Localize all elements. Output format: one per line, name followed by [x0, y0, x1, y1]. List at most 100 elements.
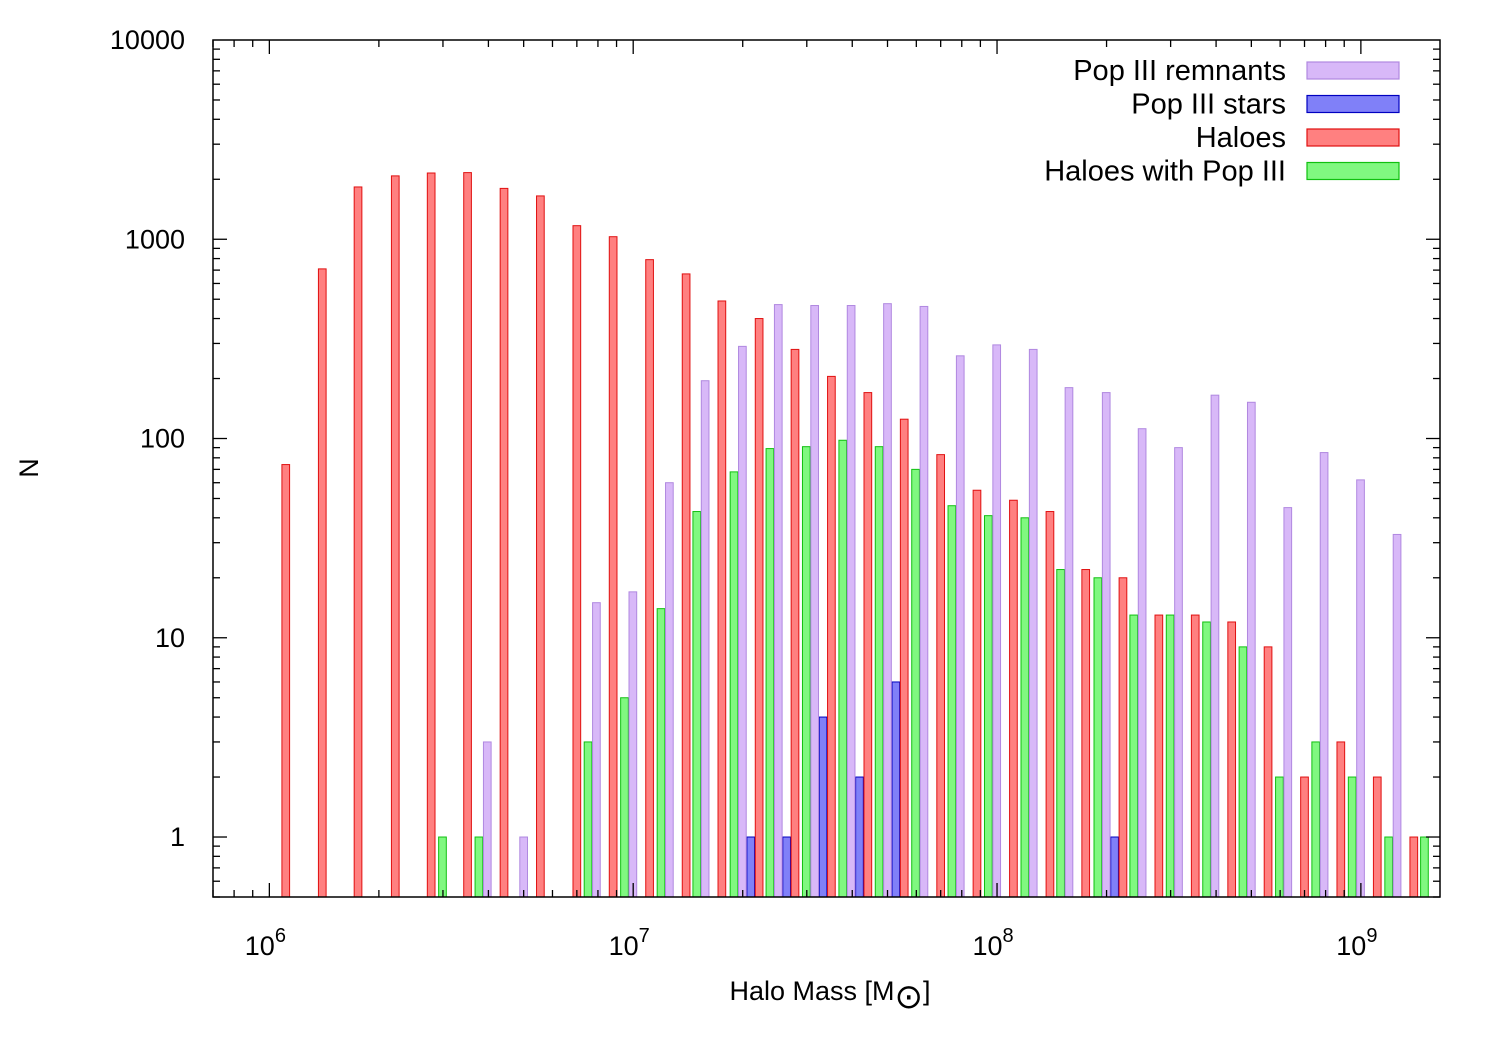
- bar-haloes: [754, 318, 764, 898]
- bar-pop-iii-remnants: [992, 344, 1002, 898]
- bar-pop-iii-stars: [1110, 836, 1119, 898]
- bar-haloes: [936, 454, 946, 898]
- bar-pop-iii-stars: [818, 716, 828, 898]
- legend-label-pop-iii-stars: Pop III stars: [1131, 89, 1286, 121]
- bar-haloes: [390, 175, 400, 898]
- bars-layer: [281, 172, 1429, 898]
- bar-haloes-with-pop-iii: [1202, 621, 1211, 898]
- bar-haloes-with-pop-iii: [1384, 836, 1394, 898]
- bar-pop-iii-remnants: [1319, 452, 1329, 898]
- bar-pop-iii-remnants: [665, 482, 674, 898]
- bar-haloes-with-pop-iii: [838, 439, 848, 898]
- bar-pop-iii-remnants: [1210, 394, 1220, 898]
- bar-pop-iii-stars: [855, 776, 864, 898]
- solar-symbol: ⊙: [895, 978, 924, 1016]
- y-tick-label: 1: [170, 822, 185, 852]
- bar-haloes-with-pop-iii: [801, 446, 811, 898]
- bar-haloes-with-pop-iii: [1129, 614, 1139, 898]
- bar-haloes: [1336, 741, 1346, 898]
- bar-pop-iii-remnants: [1392, 533, 1402, 898]
- legend-swatch-haloes-with-pop-iii: [1306, 161, 1400, 181]
- y-axis-title: N: [14, 458, 44, 478]
- bar-haloes-with-pop-iii: [765, 448, 775, 898]
- bar-pop-iii-remnants: [846, 305, 856, 898]
- x-tick-label: 106: [245, 925, 286, 961]
- legend-swatch-pop-iii-stars: [1306, 94, 1400, 114]
- bar-haloes: [426, 172, 436, 898]
- bar-haloes: [1263, 646, 1273, 898]
- bar-pop-iii-remnants: [1283, 507, 1293, 898]
- x-axis-title: Halo Mass [M⊙]: [729, 976, 930, 1016]
- bar-pop-iii-remnants: [1246, 401, 1256, 898]
- bar-haloes: [281, 464, 291, 898]
- bar-haloes: [1045, 511, 1055, 898]
- x-tick-label: 109: [1336, 925, 1377, 961]
- bar-haloes-with-pop-iii: [983, 515, 993, 898]
- bar-haloes-with-pop-iii: [1165, 614, 1175, 898]
- bar-haloes: [536, 195, 545, 898]
- bar-pop-iii-remnants: [519, 836, 528, 898]
- bar-haloes: [1081, 569, 1091, 898]
- bar-haloes-with-pop-iii: [438, 836, 447, 898]
- bar-haloes: [1409, 836, 1419, 898]
- bar-haloes: [1009, 499, 1018, 898]
- bar-pop-iii-remnants: [1137, 428, 1147, 898]
- bar-haloes-with-pop-iii: [1420, 836, 1429, 898]
- bar-pop-iii-remnants: [955, 355, 965, 898]
- bar-haloes: [1300, 776, 1309, 898]
- bar-haloes-with-pop-iii: [620, 697, 629, 898]
- bar-haloes: [1118, 577, 1128, 898]
- y-tick-label: 1000: [125, 224, 185, 254]
- bar-pop-iii-remnants: [1064, 387, 1074, 898]
- bar-haloes-with-pop-iii: [656, 608, 666, 898]
- bar-pop-iii-stars: [746, 836, 756, 898]
- bar-pop-iii-stars: [782, 836, 791, 898]
- legend-label-haloes-with-pop-iii: Haloes with Pop III: [1044, 156, 1286, 188]
- legend-label-pop-iii-remnants: Pop III remnants: [1073, 55, 1286, 87]
- bar-pop-iii-stars: [891, 681, 901, 898]
- x-tick-label: 107: [609, 925, 650, 961]
- bar-haloes-with-pop-iii: [947, 505, 957, 898]
- x-tick-label: 108: [972, 925, 1013, 961]
- bar-pop-iii-remnants: [1356, 479, 1365, 898]
- bar-haloes: [1190, 614, 1200, 898]
- bar-haloes: [1227, 621, 1237, 898]
- plot-frame: [212, 39, 1441, 898]
- legend-swatch-haloes: [1306, 128, 1400, 147]
- bar-pop-iii-remnants: [1028, 348, 1038, 898]
- y-tick-label: 10000: [110, 25, 185, 55]
- bar-pop-iii-remnants: [883, 303, 892, 898]
- bar-pop-iii-remnants: [1101, 392, 1111, 898]
- bar-haloes-with-pop-iii: [911, 468, 920, 898]
- bar-haloes: [1372, 776, 1382, 898]
- bar-pop-iii-remnants: [773, 304, 783, 898]
- axes-layer: 1 10 100 1000 10000 106 107 108 109: [110, 25, 1441, 961]
- bar-haloes: [717, 300, 727, 898]
- bar-haloes: [681, 273, 691, 898]
- bar-haloes-with-pop-iii: [1238, 646, 1248, 898]
- bar-haloes: [572, 225, 582, 898]
- bar-haloes-with-pop-iii: [1020, 517, 1030, 898]
- bar-haloes-with-pop-iii: [583, 741, 593, 898]
- bar-haloes: [317, 268, 327, 898]
- bar-haloes-with-pop-iii: [474, 836, 484, 898]
- bar-haloes-with-pop-iii: [1093, 577, 1103, 898]
- bar-pop-iii-remnants: [482, 741, 492, 898]
- bar-haloes: [463, 172, 472, 898]
- bar-haloes: [608, 236, 618, 898]
- bar-haloes: [1154, 614, 1164, 898]
- bar-haloes-with-pop-iii: [1311, 741, 1321, 898]
- y-tick-label: 10: [155, 623, 185, 653]
- legend-swatch-pop-iii-remnants: [1306, 61, 1400, 80]
- bar-haloes-with-pop-iii: [874, 446, 884, 898]
- bar-haloes: [499, 187, 509, 898]
- bar-haloes: [645, 259, 654, 898]
- bar-haloes: [863, 392, 873, 898]
- bar-pop-iii-remnants: [810, 305, 820, 898]
- bar-pop-iii-remnants: [1174, 447, 1183, 898]
- bar-haloes: [790, 348, 800, 898]
- bar-haloes: [972, 489, 982, 898]
- bar-pop-iii-remnants: [700, 380, 710, 898]
